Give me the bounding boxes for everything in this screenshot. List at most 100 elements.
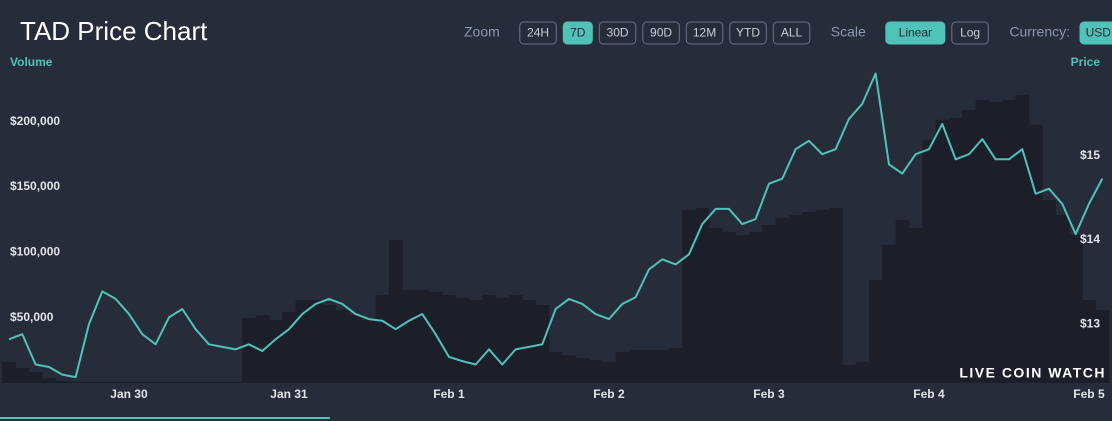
volume-bar xyxy=(442,294,457,383)
volume-bar xyxy=(82,381,97,383)
volume-bar xyxy=(655,349,670,383)
button[interactable]: 24H xyxy=(519,21,557,45)
volume-bar xyxy=(495,297,510,383)
volume-bar xyxy=(308,300,323,383)
x-tick-label: Feb 2 xyxy=(593,387,625,401)
volume-bar xyxy=(602,361,617,383)
volume-bar xyxy=(135,381,150,383)
button[interactable]: 90D xyxy=(642,21,680,45)
volume-bar xyxy=(202,381,217,383)
volume-bar xyxy=(962,109,977,383)
button-frame[interactable] xyxy=(1079,21,1112,45)
button-text[interactable]: 12M xyxy=(693,26,716,40)
volume-bar xyxy=(388,239,403,383)
volume-bar xyxy=(122,381,137,383)
volume-bar xyxy=(508,294,523,383)
volume-bar xyxy=(228,381,243,383)
button-frame[interactable] xyxy=(562,21,593,45)
volume-bar xyxy=(428,291,443,383)
plot-area xyxy=(2,72,1110,384)
volume-bar xyxy=(482,294,497,383)
y2-tick-label: $14 xyxy=(1080,232,1100,246)
volume-bar xyxy=(215,381,230,383)
volume-bar xyxy=(148,381,163,383)
volume-bar xyxy=(735,234,750,383)
volume-bar xyxy=(975,99,990,383)
volume-bar xyxy=(788,214,803,383)
volume-bar xyxy=(95,381,110,383)
volume-bar xyxy=(548,352,563,383)
volume-bar xyxy=(188,381,203,383)
volume-bar xyxy=(348,315,363,383)
volume-bar xyxy=(628,349,643,383)
volume-bar xyxy=(642,349,657,383)
volume-bar xyxy=(108,381,123,383)
volume-bar xyxy=(775,217,790,383)
y2-axis-label: Price xyxy=(1071,55,1101,69)
button-frame[interactable] xyxy=(598,21,637,45)
volume-bar xyxy=(682,209,697,383)
button-text[interactable]: Linear xyxy=(899,26,932,40)
button[interactable]: 30D xyxy=(598,21,637,45)
button-frame[interactable] xyxy=(885,21,946,45)
button-text[interactable]: Log xyxy=(960,26,980,40)
volume-bar xyxy=(1015,94,1030,384)
volume-bar xyxy=(28,372,43,383)
button-text[interactable]: 7D xyxy=(570,26,586,40)
volume-bar xyxy=(1082,300,1097,383)
volume-bar xyxy=(762,224,777,383)
volume-bar xyxy=(868,279,883,383)
button-text[interactable]: USD xyxy=(1086,26,1112,40)
volume-bar xyxy=(42,378,57,383)
y-axis-label: Volume xyxy=(10,55,53,69)
volume-bar xyxy=(402,289,417,383)
volume-bar xyxy=(842,364,857,383)
volume-bar xyxy=(695,207,710,383)
button-frame[interactable] xyxy=(685,21,724,45)
volume-bar xyxy=(815,209,830,383)
volume-bar xyxy=(722,231,737,383)
volume-bar xyxy=(1042,199,1057,383)
button-frame[interactable] xyxy=(772,21,811,45)
volume-bar xyxy=(468,300,483,383)
button[interactable]: 12M xyxy=(685,21,724,45)
y-tick-label: $50,000 xyxy=(10,310,54,324)
button[interactable]: Log xyxy=(951,21,989,45)
volume-bar xyxy=(895,219,910,383)
button[interactable]: USD xyxy=(1079,21,1112,45)
button-text[interactable]: 30D xyxy=(607,26,629,40)
button[interactable]: ALL xyxy=(772,21,811,45)
x-tick-label: Feb 5 xyxy=(1073,387,1105,401)
y-tick-label: $150,000 xyxy=(10,179,60,193)
x-tick-label: Feb 1 xyxy=(433,387,465,401)
button-text[interactable]: 90D xyxy=(650,26,672,40)
volume-bar xyxy=(828,207,843,383)
volume-bar xyxy=(175,381,190,383)
button-frame[interactable] xyxy=(729,21,767,45)
volume-bar xyxy=(455,297,470,383)
button-frame[interactable] xyxy=(519,21,557,45)
volume-bar xyxy=(562,355,577,383)
y2-tick-label: $15 xyxy=(1080,148,1100,162)
volume-bar xyxy=(615,352,630,383)
button-text[interactable]: YTD xyxy=(736,26,760,40)
button[interactable]: Linear xyxy=(885,21,946,45)
chart-title: TAD Price Chart xyxy=(20,16,208,46)
volume-bar xyxy=(282,311,297,383)
volume-bar xyxy=(575,358,590,383)
x-tick-label: Jan 30 xyxy=(110,387,148,401)
volume-bar xyxy=(415,289,430,383)
volume-bar xyxy=(55,381,70,383)
button-frame[interactable] xyxy=(951,21,989,45)
button[interactable]: 7D xyxy=(562,21,593,45)
volume-bar xyxy=(362,320,377,383)
button-text[interactable]: ALL xyxy=(781,26,803,40)
volume-bar xyxy=(15,367,30,383)
volume-bar xyxy=(1028,124,1043,383)
x-tick-label: Feb 4 xyxy=(913,387,945,401)
controls: Zoom 24H 7D 30D 90D 12M YTD ALL Scale Linear Log Cu… xyxy=(464,21,1112,45)
button[interactable]: YTD xyxy=(729,21,767,45)
button-text[interactable]: 24H xyxy=(527,26,549,40)
button-frame[interactable] xyxy=(642,21,680,45)
